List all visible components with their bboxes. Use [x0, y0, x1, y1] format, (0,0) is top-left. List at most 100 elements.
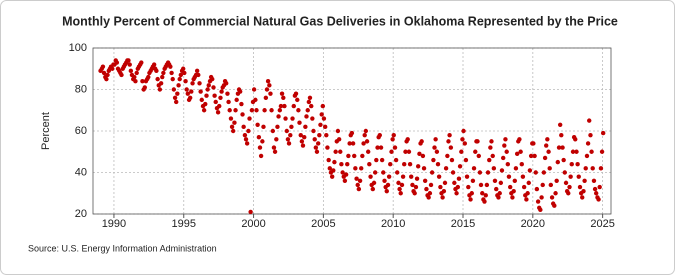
- point: [374, 157, 379, 163]
- point: [234, 97, 239, 103]
- point: [583, 166, 588, 171]
- point: [519, 162, 524, 167]
- point: [354, 176, 359, 181]
- point: [285, 137, 291, 142]
- point: [329, 174, 335, 179]
- point: [566, 191, 571, 196]
- point: [483, 193, 488, 198]
- point: [276, 114, 281, 119]
- point: [357, 178, 363, 183]
- point: [275, 124, 280, 130]
- point: [382, 178, 387, 183]
- point: [187, 95, 193, 101]
- point: [575, 162, 580, 167]
- point: [310, 116, 315, 121]
- point: [227, 108, 232, 113]
- point: [585, 141, 591, 146]
- point: [514, 151, 520, 157]
- y-tick-label: 100: [69, 42, 87, 54]
- point: [371, 180, 377, 186]
- point: [336, 137, 342, 142]
- point: [359, 166, 364, 171]
- point: [534, 186, 540, 192]
- point: [282, 103, 287, 109]
- point: [395, 170, 400, 175]
- point: [319, 112, 324, 117]
- point: [304, 114, 309, 119]
- point: [443, 166, 449, 171]
- point: [436, 174, 442, 179]
- point: [183, 79, 188, 84]
- point: [243, 137, 249, 142]
- point: [232, 120, 237, 125]
- point: [185, 91, 191, 96]
- point: [452, 180, 457, 186]
- point: [134, 70, 139, 76]
- point: [591, 178, 597, 183]
- point: [338, 149, 343, 154]
- point: [414, 176, 420, 181]
- point: [480, 191, 485, 196]
- point: [485, 170, 491, 175]
- point: [322, 124, 328, 130]
- point: [161, 70, 166, 76]
- point: [246, 128, 251, 134]
- point: [553, 191, 558, 196]
- point: [349, 130, 355, 136]
- point: [104, 76, 109, 82]
- point: [254, 108, 259, 113]
- point: [403, 149, 408, 154]
- point: [318, 122, 323, 127]
- point: [555, 159, 561, 165]
- point: [372, 170, 378, 175]
- point: [306, 99, 312, 105]
- point: [240, 112, 245, 117]
- point: [471, 166, 477, 171]
- point: [178, 72, 184, 78]
- point: [196, 72, 201, 78]
- point: [426, 195, 431, 200]
- point: [590, 166, 595, 171]
- point: [261, 124, 266, 130]
- point: [517, 137, 522, 142]
- point: [549, 195, 555, 200]
- point: [440, 195, 445, 200]
- point: [488, 145, 493, 150]
- point: [385, 182, 391, 188]
- point: [456, 176, 462, 181]
- point: [142, 85, 147, 90]
- point: [265, 79, 271, 84]
- point: [427, 191, 433, 196]
- point: [263, 95, 269, 101]
- point: [568, 174, 573, 179]
- point: [504, 149, 509, 154]
- point: [600, 130, 606, 136]
- point: [473, 149, 478, 154]
- point: [463, 157, 469, 163]
- point: [288, 132, 293, 138]
- point: [594, 191, 599, 196]
- point: [431, 157, 436, 163]
- point: [241, 124, 246, 130]
- plot-frame: [92, 47, 612, 215]
- point: [531, 141, 536, 146]
- point: [532, 153, 537, 159]
- point: [281, 95, 286, 101]
- point: [146, 74, 151, 80]
- y-axis-label: Percent: [40, 112, 52, 150]
- point: [434, 149, 440, 154]
- point: [239, 101, 244, 107]
- point: [333, 149, 338, 154]
- point: [296, 108, 301, 113]
- point: [361, 141, 366, 146]
- point: [596, 197, 601, 202]
- point: [219, 89, 224, 94]
- point: [151, 62, 157, 67]
- point: [477, 170, 483, 175]
- point: [317, 132, 322, 138]
- point: [384, 188, 389, 194]
- point: [588, 132, 593, 138]
- point: [331, 168, 336, 173]
- point: [175, 91, 180, 96]
- point: [410, 182, 415, 188]
